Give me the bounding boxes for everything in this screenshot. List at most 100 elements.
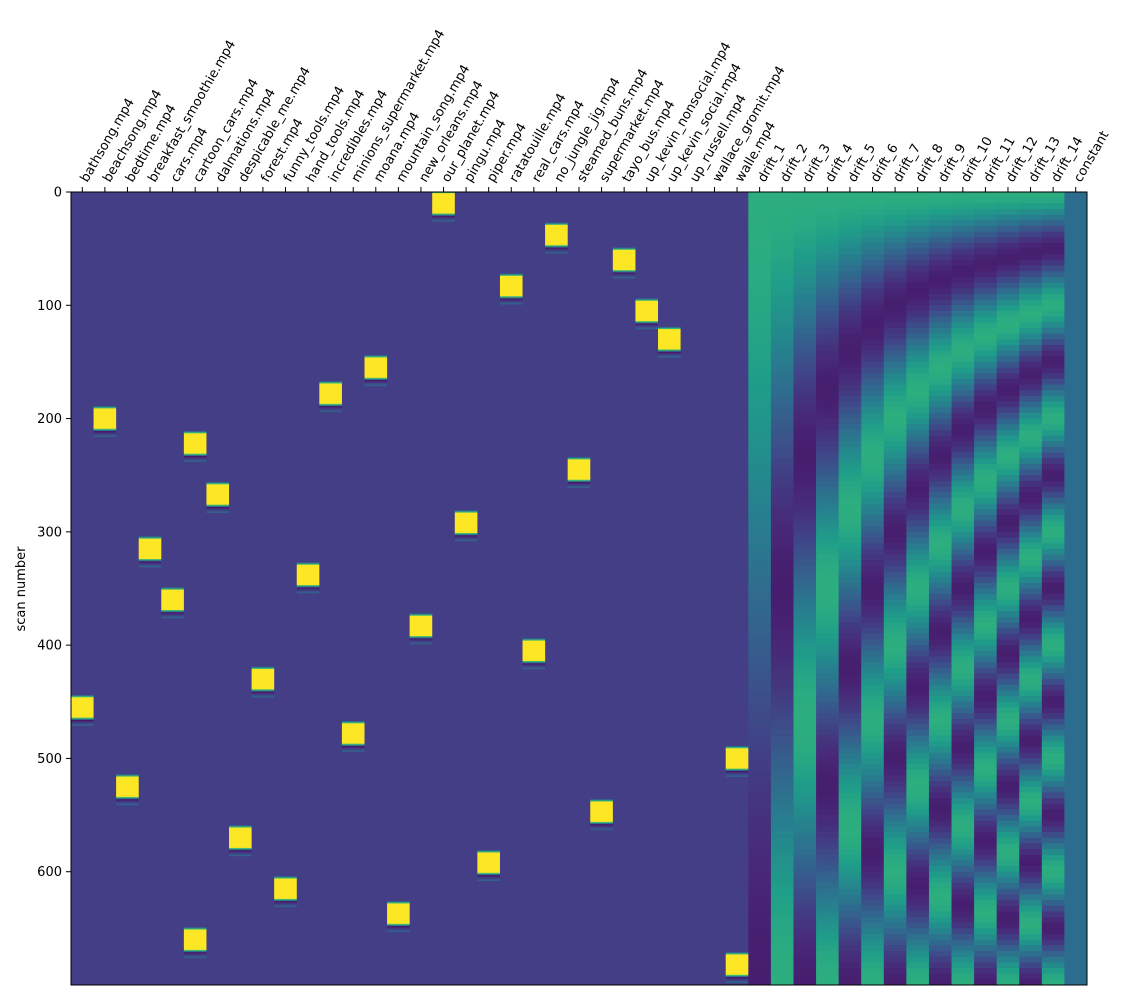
drift-7-scan-305 [883, 537, 907, 544]
drift-3-scan-610 [793, 883, 817, 890]
event-block-21-0-scan-34 [545, 230, 569, 233]
drift-7-scan-155 [883, 367, 907, 374]
drift-12-scan-35 [996, 231, 1020, 238]
event-block-26-0-scan-124 [658, 332, 681, 335]
event-block-20-0-scan-398 [522, 642, 546, 645]
drift-1-scan-95 [748, 299, 772, 306]
drift-13-scan-650 [1019, 928, 1043, 935]
drift-2-scan-255 [770, 480, 794, 487]
drift-11-scan-310 [974, 543, 998, 550]
event-block-26-0-scan-132 [658, 341, 681, 344]
drift-13-scan-585 [1019, 854, 1043, 861]
drift-13-scan-70 [1019, 271, 1043, 278]
event-block-4-0-scan-351 [161, 589, 185, 592]
y-tick-label-400: 400 [37, 639, 62, 654]
drift-13-scan-175 [1019, 390, 1043, 397]
drift-4-scan-200 [816, 418, 840, 425]
drift-7-scan-365 [883, 605, 907, 612]
event-block-13-0-scan-144 [364, 355, 388, 357]
drift-5-scan-545 [838, 809, 862, 816]
event-block-21-0-scan-43 [545, 240, 569, 243]
event-block-11-0-scan-177 [319, 392, 343, 395]
drift-4-scan-125 [816, 333, 840, 340]
drift-1-scan-260 [748, 486, 772, 493]
drift-5-scan-505 [838, 764, 862, 771]
drift-2-scan-280 [770, 509, 794, 516]
event-block-24-0-scan-72 [612, 273, 636, 276]
drift-2-scan-650 [770, 928, 794, 935]
drift-12-scan-385 [996, 628, 1020, 635]
event-block-6-0-scan-281 [206, 510, 230, 512]
event-block-29-1-scan-499 [725, 757, 749, 759]
drift-9-scan-85 [928, 288, 952, 295]
drift-11-scan-495 [974, 752, 998, 759]
drift-10-scan-595 [951, 866, 975, 873]
drift-8-scan-180 [906, 395, 930, 402]
event-block-0-0-scan-457 [71, 709, 94, 712]
drift-10-scan-190 [951, 407, 975, 414]
event-block-20-0-scan-407 [522, 653, 546, 655]
drift-14-scan-395 [1041, 639, 1065, 646]
drift-4-scan-550 [816, 815, 840, 822]
drift-2-scan-45 [770, 242, 794, 250]
drift-2-scan-685 [770, 968, 794, 975]
event-block-23-0-scan-561 [590, 827, 614, 830]
drift-12-scan-235 [996, 458, 1020, 465]
drift-3-scan-95 [793, 299, 817, 306]
drift-3-scan-485 [793, 741, 817, 748]
event-block-18-0-scan-582 [477, 851, 501, 853]
event-block-17-0-scan-298 [454, 529, 478, 532]
drift-2-scan-655 [770, 934, 794, 941]
drift-8-scan-515 [906, 775, 930, 782]
drift-11-scan-155 [974, 367, 998, 374]
event-block-21-0-scan-51 [545, 249, 569, 252]
drift-3-scan-115 [793, 322, 817, 329]
event-block-18-0-scan-584 [477, 853, 501, 856]
drift-14-scan-600 [1041, 871, 1065, 878]
drift-5-scan-535 [838, 798, 862, 805]
drift-4-scan-305 [816, 537, 840, 544]
event-block-26-0-scan-140 [658, 350, 681, 353]
drift-10-scan-605 [951, 877, 975, 884]
event-block-13-0-scan-156 [364, 368, 388, 371]
drift-8-scan-480 [906, 735, 930, 742]
drift-4-scan-520 [816, 781, 840, 788]
drift-column-12 [996, 192, 1020, 986]
drift-9-scan-390 [928, 633, 952, 640]
event-block-20-0-scan-413 [522, 659, 546, 662]
event-block-24-0-scan-63 [612, 263, 636, 265]
drift-14-scan-375 [1041, 616, 1065, 623]
event-block-23-0-scan-548 [590, 812, 614, 815]
drift-7-scan-85 [883, 288, 907, 295]
event-block-19-0-scan-76 [499, 278, 523, 280]
drift-6-scan-10 [861, 203, 885, 210]
drift-6-scan-390 [861, 633, 885, 640]
drift-1-scan-415 [748, 662, 772, 669]
drift-7-scan-265 [883, 492, 907, 499]
drift-12-scan-50 [996, 248, 1020, 255]
drift-3-scan-370 [793, 611, 817, 618]
drift-6-scan-375 [861, 616, 885, 623]
event-block-4-0-scan-359 [161, 598, 185, 601]
event-block-29-0-scan-674 [725, 955, 749, 958]
event-block-9-0-scan-624 [274, 898, 298, 901]
drift-7-scan-295 [883, 526, 907, 533]
drift-12-scan-335 [996, 571, 1020, 578]
drift-13-scan-400 [1019, 645, 1043, 652]
drift-8-scan-305 [906, 537, 930, 544]
drift-3-scan-130 [793, 339, 817, 346]
drift-14-scan-215 [1041, 435, 1065, 442]
drift-9-scan-15 [928, 208, 952, 216]
event-block-20-0-scan-408 [522, 654, 546, 656]
drift-3-scan-85 [793, 288, 817, 295]
drift-12-scan-610 [996, 883, 1020, 890]
drift-11-scan-365 [974, 605, 998, 612]
drift-2-scan-90 [770, 293, 794, 301]
drift-6-scan-470 [861, 724, 885, 731]
drift-6-scan-570 [861, 837, 885, 844]
drift-4-scan-205 [816, 424, 840, 431]
drift-7-scan-40 [883, 237, 907, 244]
event-block-24-0-scan-73 [612, 274, 636, 277]
event-block-12-0-scan-486 [341, 742, 365, 745]
drift-3-scan-315 [793, 548, 817, 555]
